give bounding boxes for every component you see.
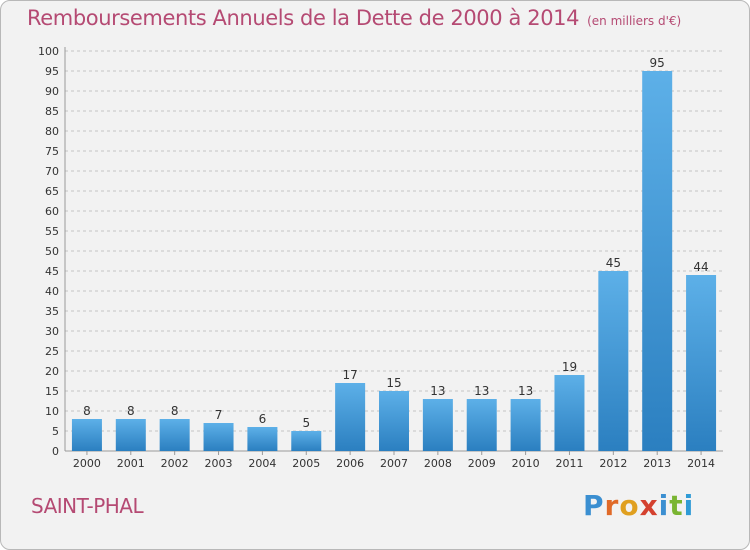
y-tick-label: 45 <box>45 265 59 278</box>
bar <box>598 271 629 451</box>
logo-letter: r <box>604 489 620 522</box>
y-tick-label: 10 <box>45 405 59 418</box>
logo-letter: t <box>669 489 684 522</box>
value-labels: 8 8 8 7 6 5 17 15 13 13 13 19 45 95 44 <box>83 56 709 430</box>
x-tick-label: 2007 <box>380 457 408 470</box>
logo-letter: i <box>683 489 695 522</box>
x-tick-label: 2004 <box>248 457 276 470</box>
y-tick-label: 0 <box>52 445 59 458</box>
y-tick-label: 50 <box>45 245 59 258</box>
value-label: 44 <box>693 260 708 274</box>
x-tick-label: 2003 <box>205 457 233 470</box>
y-tick-label: 55 <box>45 225 59 238</box>
y-tick-label: 75 <box>45 145 59 158</box>
bar <box>247 427 278 451</box>
value-label: 13 <box>474 384 489 398</box>
bar <box>71 419 102 451</box>
x-tick-label: 2014 <box>687 457 715 470</box>
x-tick-label: 2010 <box>512 457 540 470</box>
value-label: 15 <box>386 376 401 390</box>
x-tick-label: 2006 <box>336 457 364 470</box>
x-tick-label: 2002 <box>161 457 189 470</box>
y-tick-label: 70 <box>45 165 59 178</box>
value-label: 13 <box>430 384 445 398</box>
x-tick-label: 2011 <box>555 457 583 470</box>
y-tick-label: 95 <box>45 65 59 78</box>
y-tick-labels: 0 5 10 15 20 25 30 35 40 45 50 55 60 65 70 75 80 85 90 95 10… <box>38 45 59 458</box>
logo-letter: o <box>619 489 640 522</box>
y-tick-label: 30 <box>45 325 59 338</box>
value-label: 8 <box>171 404 179 418</box>
value-label: 95 <box>650 56 665 70</box>
value-label: 5 <box>302 416 310 430</box>
value-label: 8 <box>83 404 91 418</box>
y-tick-label: 65 <box>45 185 59 198</box>
bar <box>159 419 190 451</box>
y-tick-label: 85 <box>45 105 59 118</box>
logo-letter: P <box>583 489 605 522</box>
bar <box>510 399 541 451</box>
value-label: 6 <box>259 412 267 426</box>
y-tick-label: 90 <box>45 85 59 98</box>
bars <box>71 71 717 451</box>
y-tick-label: 40 <box>45 285 59 298</box>
bar <box>203 423 234 451</box>
bar <box>554 375 585 451</box>
place-name: SAINT-PHAL <box>31 494 144 518</box>
x-tick-labels: 2000 2001 2002 2003 2004 2005 2006 2007 2008 2009… <box>73 451 715 470</box>
x-tick-label: 2012 <box>599 457 627 470</box>
value-label: 45 <box>606 256 621 270</box>
x-tick-label: 2000 <box>73 457 101 470</box>
value-label: 17 <box>342 368 357 382</box>
bar <box>642 71 673 451</box>
bar <box>335 383 366 451</box>
x-tick-label: 2005 <box>292 457 320 470</box>
bar <box>466 399 497 451</box>
value-label: 8 <box>127 404 135 418</box>
value-label: 19 <box>562 360 577 374</box>
x-tick-label: 2001 <box>117 457 145 470</box>
value-label: 7 <box>215 408 223 422</box>
bar <box>115 419 146 451</box>
y-tick-label: 80 <box>45 125 59 138</box>
bar <box>422 399 453 451</box>
chart-title-text: Remboursements Annuels de la Dette de 20… <box>27 6 580 30</box>
y-tick-label: 5 <box>52 425 59 438</box>
y-tick-label: 60 <box>45 205 59 218</box>
logo-letter: i <box>658 489 670 522</box>
value-label: 13 <box>518 384 533 398</box>
chart-subtitle: (en milliers d'€) <box>587 14 682 28</box>
y-tick-label: 100 <box>38 45 59 58</box>
bar <box>686 275 717 451</box>
logo-letter: x <box>639 489 659 522</box>
y-tick-label: 25 <box>45 345 59 358</box>
chart-title: Remboursements Annuels de la Dette de 20… <box>27 6 681 30</box>
x-tick-label: 2013 <box>643 457 671 470</box>
proxiti-logo: Proxiti <box>583 489 694 522</box>
y-tick-label: 20 <box>45 365 59 378</box>
bar <box>379 391 409 451</box>
x-tick-label: 2009 <box>468 457 496 470</box>
y-tick-label: 35 <box>45 305 59 318</box>
x-tick-label: 2008 <box>424 457 452 470</box>
y-tick-label: 15 <box>45 385 59 398</box>
bar <box>291 431 322 451</box>
